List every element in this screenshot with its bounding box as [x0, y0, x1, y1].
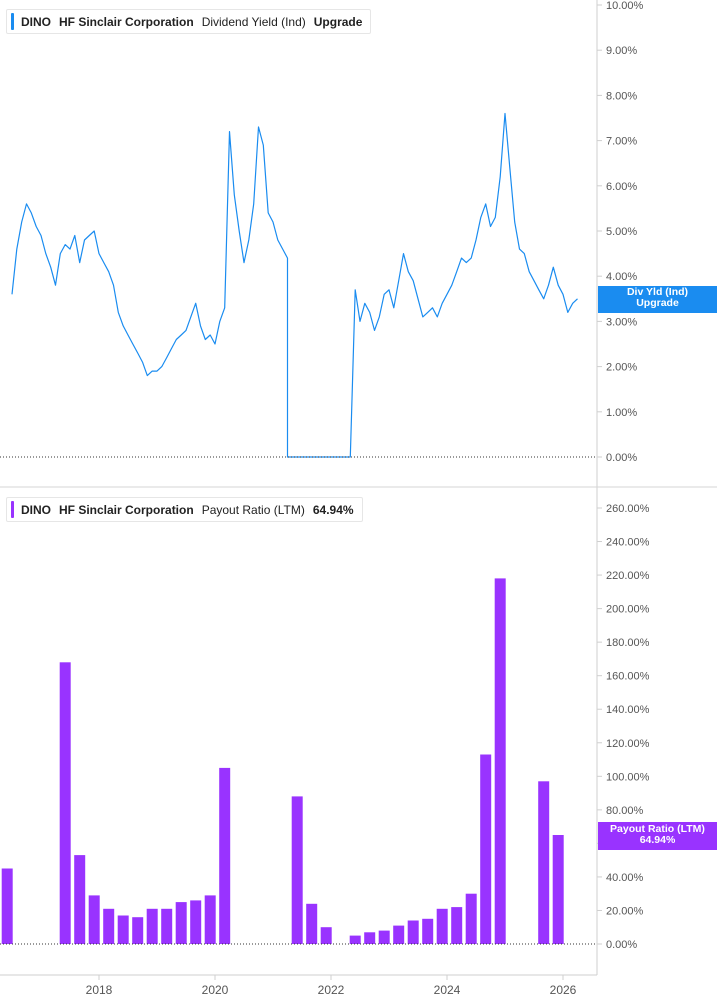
payout-ratio-bar: [59, 662, 71, 944]
legend-value: 64.94%: [312, 502, 354, 517]
payout-ratio-bar: [538, 781, 550, 944]
tag-label: Payout Ratio (LTM): [610, 823, 705, 835]
payout-ratio-bar: [117, 915, 129, 944]
payout-ratio-bar: [364, 932, 376, 944]
payout-ratio-bar: [146, 908, 158, 944]
x-tick-label: 2026: [550, 983, 577, 997]
payout-ratio-bar: [393, 925, 405, 944]
y-tick-label: 8.00%: [606, 90, 637, 102]
payout-ratio-bar: [465, 893, 477, 944]
payout-ratio-bar: [1, 868, 13, 944]
dividend-yield-value-tag: Div Yld (Ind) Upgrade: [598, 286, 717, 313]
payout-ratio-bar: [175, 902, 187, 944]
y-tick-label: 5.00%: [606, 226, 637, 238]
tag-label: Div Yld (Ind): [626, 286, 689, 298]
payout-ratio-value-tag: Payout Ratio (LTM) 64.94%: [598, 822, 717, 850]
payout-ratio-bar: [306, 903, 318, 944]
tag-value: Upgrade: [636, 297, 679, 309]
y-tick-label: 2.00%: [606, 362, 637, 374]
payout-ratio-bar: [88, 895, 100, 944]
payout-ratio-bar: [74, 855, 86, 944]
legend-company[interactable]: HF Sinclair Corporation: [59, 14, 194, 29]
legend-company[interactable]: HF Sinclair Corporation: [59, 502, 194, 517]
y-tick-label: 6.00%: [606, 181, 637, 193]
payout-ratio-bar: [190, 900, 202, 944]
bottom-legend: DINO HF Sinclair Corporation Payout Rati…: [6, 497, 363, 522]
y-tick-label: 4.00%: [606, 271, 637, 283]
y-tick-label: 80.00%: [606, 805, 644, 817]
payout-ratio-bar: [436, 908, 448, 944]
y-tick-label: 1.00%: [606, 407, 637, 419]
y-tick-label: 220.00%: [606, 570, 650, 582]
y-tick-label: 9.00%: [606, 45, 637, 57]
y-tick-label: 240.00%: [606, 537, 650, 549]
legend-metric[interactable]: Payout Ratio (LTM): [201, 502, 305, 517]
y-tick-label: 0.00%: [606, 939, 637, 951]
payout-ratio-plot: [1, 578, 564, 944]
y-tick-label: 200.00%: [606, 604, 650, 616]
payout-ratio-bar: [132, 917, 144, 944]
y-tick-label: 260.00%: [606, 503, 650, 515]
payout-ratio-bar: [161, 908, 173, 944]
y-tick-label: 180.00%: [606, 637, 650, 649]
top-legend: DINO HF Sinclair Corporation Dividend Yi…: [6, 9, 372, 34]
payout-ratio-bar: [291, 796, 303, 944]
payout-ratio-bar: [451, 907, 463, 944]
payout-ratio-bar: [494, 578, 506, 944]
series-color-swatch: [11, 13, 14, 30]
payout-ratio-bar: [219, 767, 231, 944]
legend-ticker[interactable]: DINO: [21, 14, 51, 29]
x-tick-label: 2020: [202, 983, 229, 997]
y-tick-label: 160.00%: [606, 671, 650, 683]
y-tick-label: 140.00%: [606, 704, 650, 716]
payout-ratio-bar: [378, 930, 390, 944]
legend-upgrade-link[interactable]: Upgrade: [313, 14, 363, 29]
x-tick-label: 2018: [86, 983, 113, 997]
payout-ratio-bar: [320, 927, 332, 944]
payout-ratio-bar: [407, 920, 419, 944]
payout-ratio-bar: [480, 754, 492, 944]
y-tick-label: 40.00%: [606, 872, 644, 884]
payout-ratio-bar: [204, 895, 216, 944]
y-tick-label: 20.00%: [606, 905, 644, 917]
dividend-yield-line: [11, 112, 578, 458]
series-color-swatch: [11, 501, 14, 518]
payout-ratio-bar: [422, 918, 434, 944]
legend-ticker[interactable]: DINO: [21, 502, 51, 517]
dividend-yield-plot: [11, 112, 578, 458]
y-tick-label: 100.00%: [606, 771, 650, 783]
y-tick-label: 0.00%: [606, 452, 637, 464]
payout-ratio-bar: [552, 835, 564, 944]
x-tick-label: 2024: [434, 983, 461, 997]
y-tick-label: 7.00%: [606, 136, 637, 148]
payout-ratio-bar: [349, 935, 361, 944]
tag-value: 64.94%: [639, 834, 676, 846]
x-tick-label: 2022: [318, 983, 345, 997]
y-tick-label: 3.00%: [606, 316, 637, 328]
y-tick-label: 120.00%: [606, 738, 650, 750]
legend-metric[interactable]: Dividend Yield (Ind): [201, 14, 306, 29]
payout-ratio-bar: [103, 908, 115, 944]
y-tick-label: 10.00%: [606, 0, 644, 12]
